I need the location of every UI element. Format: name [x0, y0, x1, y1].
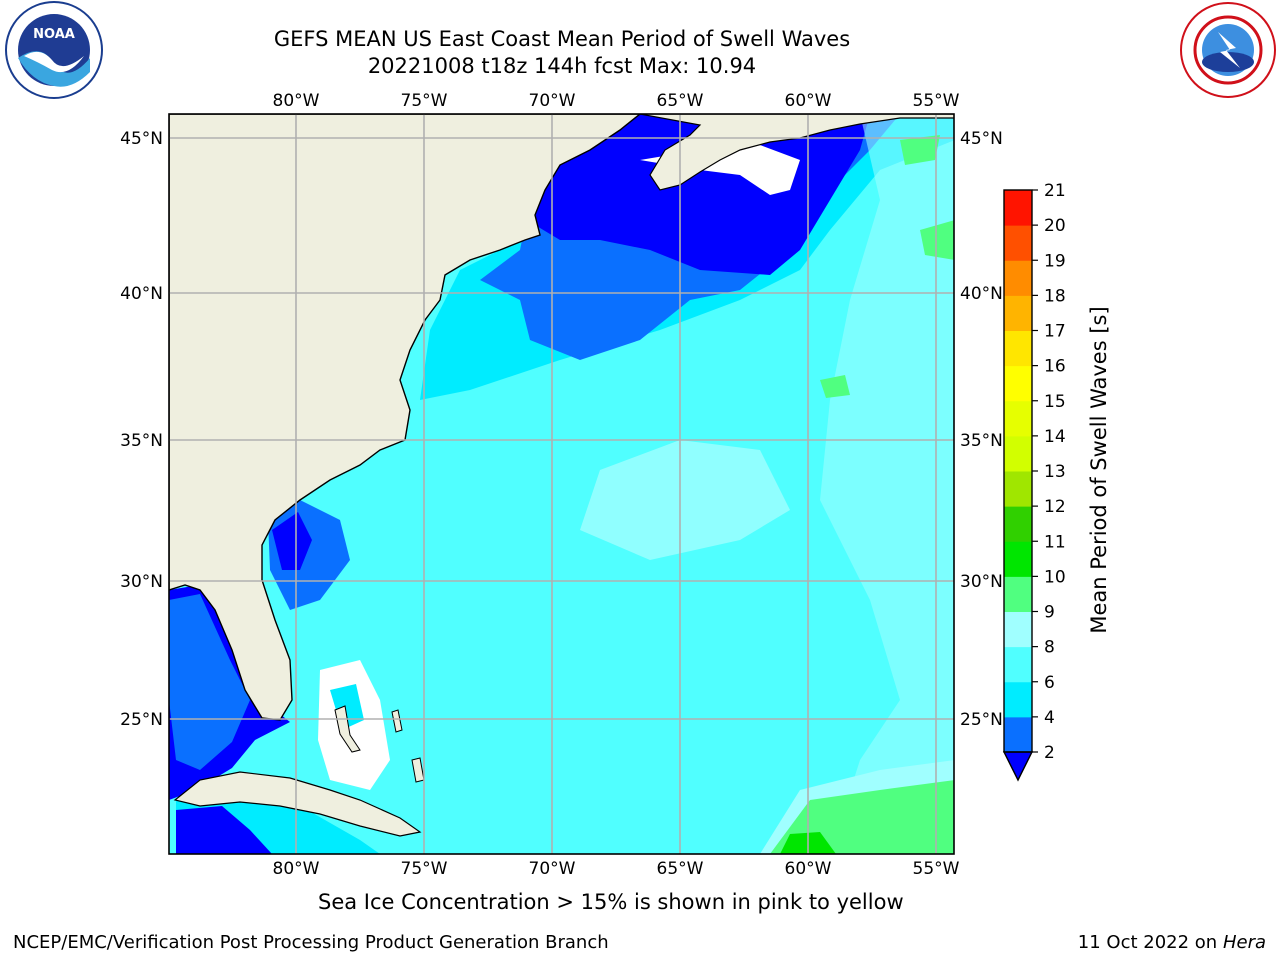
lon-tick-top: 55°W [913, 91, 960, 111]
lat-tick-left: 25°N [120, 710, 163, 730]
lat-tick-right: 30°N [960, 572, 1003, 592]
colorbar-tick-label: 4 [1044, 708, 1055, 728]
colorbar-tick-label: 11 [1044, 532, 1066, 552]
colorbar-tick-label: 10 [1044, 567, 1066, 587]
footer-date-text: 11 Oct 2022 on [1077, 932, 1218, 953]
lon-tick-bottom: 80°W [273, 859, 320, 879]
colorbar-swatch [1004, 400, 1032, 437]
lon-tick-bottom: 55°W [913, 859, 960, 879]
lon-tick-top: 70°W [529, 91, 576, 111]
colorbar-tick-label: 2 [1044, 743, 1055, 763]
colorbar-label: Mean Period of Swell Waves [s] [1087, 306, 1111, 633]
footer-credit: NCEP/EMC/Verification Post Processing Pr… [13, 932, 609, 953]
lon-tick-top: 60°W [785, 91, 832, 111]
lon-tick-bottom: 65°W [657, 859, 704, 879]
colorbar-tick-label: 16 [1044, 357, 1066, 377]
noaa-logo: NOAA [5, 1, 103, 99]
colorbar-swatch [1004, 506, 1032, 542]
colorbar-swatch [1004, 190, 1032, 226]
lat-tick-right: 40°N [960, 284, 1003, 304]
colorbar-swatch [1004, 260, 1032, 296]
colorbar-under-arrow [1002, 751, 1034, 782]
colorbar-swatch [1004, 330, 1032, 367]
map-frame [168, 113, 955, 855]
colorbar-tick-label: 13 [1044, 462, 1066, 482]
colorbar-tick-label: 14 [1044, 427, 1066, 447]
lon-tick-bottom: 60°W [785, 859, 832, 879]
map-subtitle: 20221008 t18z 144h fcst Max: 10.94 [367, 54, 757, 78]
footer-machine: Hera [1222, 932, 1266, 953]
colorbar-tick-label: 17 [1044, 322, 1066, 342]
colorbar-swatch [1004, 541, 1032, 577]
lat-tick-right: 25°N [960, 710, 1003, 730]
north-america-land [169, 114, 642, 721]
lon-tick-top: 75°W [401, 91, 448, 111]
lat-tick-left: 35°N [120, 431, 163, 451]
colorbar-swatch [1004, 576, 1032, 612]
cuba-land [173, 771, 422, 837]
colorbar-tick-label: 9 [1044, 603, 1055, 623]
colorbar-tick-label: 6 [1044, 673, 1055, 693]
footer-date: 11 Oct 2022 on Hera [1078, 932, 1266, 953]
colorbar-swatch [1004, 681, 1032, 718]
lat-tick-left: 30°N [120, 572, 163, 592]
colorbar-swatch [1004, 435, 1032, 472]
lat-tick-right: 45°N [960, 129, 1003, 149]
colorbar-swatch [1004, 295, 1032, 331]
svg-text:NOAA: NOAA [33, 27, 75, 42]
colorbar-swatch [1004, 225, 1032, 261]
map-title: GEFS MEAN US East Coast Mean Period of S… [273, 27, 851, 51]
colorbar-swatch [1004, 365, 1032, 402]
colorbar-swatch [1004, 646, 1032, 683]
sea-ice-note: Sea Ice Concentration > 15% is shown in … [318, 890, 904, 914]
colorbar-tick-label: 18 [1044, 286, 1066, 306]
lon-tick-top: 80°W [273, 91, 320, 111]
colorbar-swatch [1004, 716, 1032, 753]
graticule [169, 114, 954, 854]
colorbar-swatch [1004, 611, 1032, 648]
colorbar-tick-label: 19 [1044, 251, 1066, 271]
map-area [169, 114, 954, 854]
colorbar-tick-label: 8 [1044, 638, 1055, 658]
lon-tick-bottom: 75°W [401, 859, 448, 879]
lat-tick-left: 40°N [120, 284, 163, 304]
nws-logo [1180, 2, 1276, 98]
lat-tick-left: 45°N [120, 129, 163, 149]
lon-tick-bottom: 70°W [529, 859, 576, 879]
colorbar-tick-label: 12 [1044, 497, 1066, 517]
colorbar: 2 4 6 8 9 10 11 12 13 14 15 16 17 18 19 20 21 [1002, 181, 1066, 782]
colorbar-tick-label: 15 [1044, 392, 1066, 412]
lon-tick-top: 65°W [657, 91, 704, 111]
colorbar-swatch [1004, 471, 1032, 507]
lat-tick-right: 35°N [960, 431, 1003, 451]
colorbar-tick-label: 21 [1044, 181, 1066, 201]
colorbar-tick-label: 20 [1044, 216, 1066, 236]
